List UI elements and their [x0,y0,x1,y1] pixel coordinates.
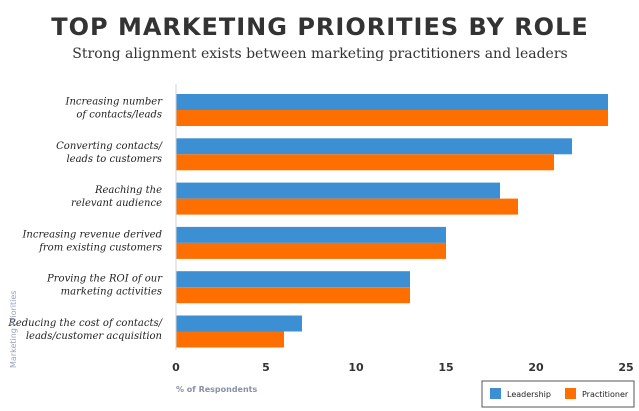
x-tick-labels-group: 0 5 10 15 20 25 [172,361,633,374]
bar-practitioner-1 [176,154,554,171]
x-tick-label-15: 15 [438,361,453,374]
chart-subtitle: Strong alignment exists between marketin… [72,46,567,62]
bar-practitioner-5 [176,331,284,348]
category-label-5-line-1: leads/customer acquisition [26,331,162,342]
category-label-5-line-0: Reducing the cost of contacts/ [7,318,163,329]
legend-frame [481,380,635,408]
category-label-4-line-0: Proving the ROI of our [46,274,163,285]
legend: Leadership Practitioner [481,380,635,408]
category-label-0-line-0: Increasing number [65,97,164,108]
bar-practitioner-0 [176,110,608,126]
legend-label-leadership: Leadership [507,390,551,399]
x-tick-label-0: 0 [172,361,180,374]
chart-title: TOP MARKETING PRIORITIES BY ROLE [51,13,589,41]
legend-label-practitioner: Practitioner [582,390,629,399]
x-tick-label-5: 5 [262,361,270,374]
category-label-2-line-1: relevant audience [71,198,162,209]
bar-leadership-1 [176,138,572,155]
bar-leadership-2 [176,182,500,199]
category-label-3-line-1: from existing customers [38,242,162,253]
x-tick-label-20: 20 [528,361,544,374]
category-label-0-line-1: of contacts/leads [76,110,162,121]
bar-practitioner-2 [176,198,518,215]
x-tick-label-10: 10 [348,361,364,374]
bar-practitioner-3 [176,242,446,259]
category-label-1-line-1: leads to customers [66,154,162,165]
x-tick-label-25: 25 [618,361,633,374]
bars-group [176,94,608,348]
bar-leadership-0 [176,94,608,110]
bar-leadership-5 [176,315,302,332]
bar-leadership-3 [176,226,446,243]
legend-swatch-leadership [490,388,501,399]
category-label-2-line-0: Reaching the [94,185,162,196]
category-label-3-line-0: Increasing revenue derived [21,229,162,240]
bar-leadership-4 [176,271,410,288]
legend-swatch-practitioner [565,388,576,399]
category-labels-group: Increasing number of contacts/leads Conver… [7,97,163,343]
category-label-4-line-1: marketing activities [61,287,162,298]
y-axis-title: Marketing Priorities [9,291,18,368]
bar-practitioner-4 [176,287,410,304]
category-label-1-line-0: Converting contacts/ [56,141,163,152]
x-axis-title: % of Respondents [176,385,258,394]
